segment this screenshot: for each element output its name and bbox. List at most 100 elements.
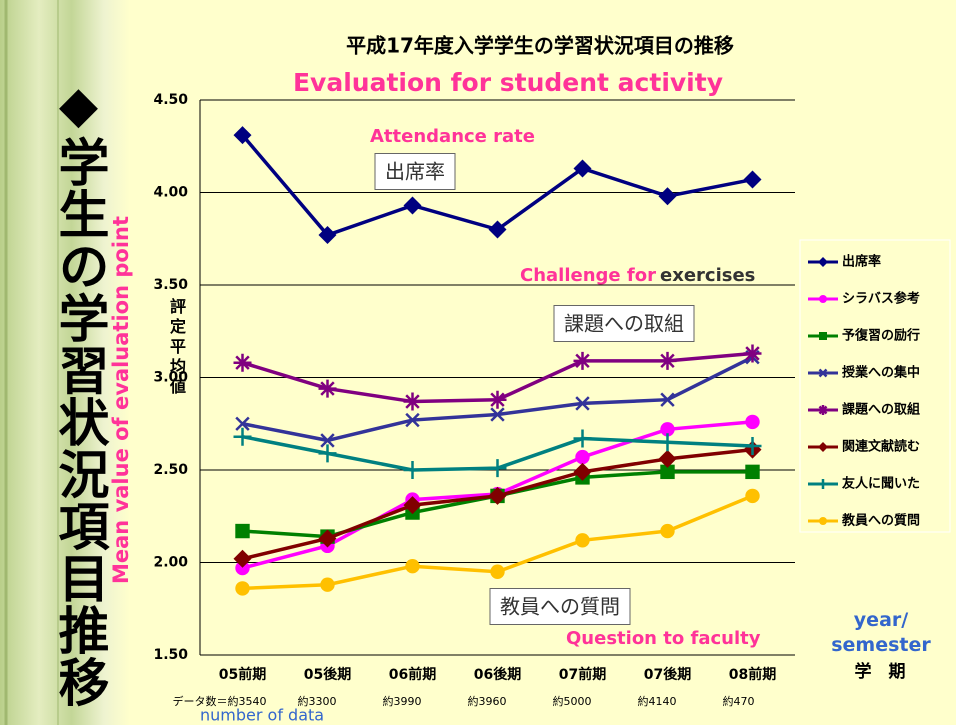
series	[235, 488, 760, 596]
marker	[818, 479, 828, 489]
annotation: 課題への取組	[564, 312, 684, 336]
marker	[575, 533, 590, 548]
y-tick-label: 2.50	[153, 462, 188, 478]
marker	[658, 187, 677, 206]
x-tick-label: 07後期	[644, 666, 691, 683]
marker	[743, 344, 762, 363]
marker	[658, 433, 677, 452]
x-tick-label: 06後期	[474, 666, 521, 683]
legend-label: 関連文献読む	[842, 439, 920, 455]
marker	[488, 459, 507, 478]
data-count: 約470	[723, 694, 755, 708]
legend-label: 課題への取組	[842, 402, 920, 418]
marker	[573, 159, 592, 178]
marker	[233, 353, 252, 372]
annotation-box	[553, 305, 695, 342]
x-tick-label: 05前期	[219, 666, 266, 683]
marker	[233, 427, 252, 446]
marker	[573, 462, 592, 481]
y-tick-label: 2.00	[153, 555, 188, 571]
marker	[320, 433, 335, 448]
marker	[403, 196, 422, 215]
y-tick-label: 3.00	[153, 370, 188, 386]
annotation: Attendance rate	[370, 126, 535, 147]
series	[233, 344, 762, 411]
marker	[658, 351, 677, 370]
annotation: 教員への質問	[500, 595, 620, 619]
side-title: ◆学生の学習状況項目推移	[49, 76, 108, 708]
legend-label: 教員への質問	[841, 513, 920, 529]
marker	[405, 412, 420, 428]
legend-item: 教員への質問	[808, 513, 920, 529]
x-label-en: year/ semester	[831, 609, 931, 656]
data-count: データ数＝約3540	[173, 694, 267, 708]
x-tick-label: 06前期	[389, 666, 436, 683]
chart-title: 平成17年度入学学生の学習状況項目の推移	[346, 34, 734, 58]
marker	[818, 442, 828, 452]
marker	[490, 564, 505, 579]
marker	[318, 379, 337, 398]
data-count: 約5000	[553, 694, 592, 708]
marker	[318, 226, 337, 245]
chart-subtitle: Evaluation for student activity	[293, 68, 723, 97]
marker	[745, 464, 760, 480]
annotation-box	[489, 588, 631, 625]
marker	[235, 581, 250, 596]
series	[233, 427, 762, 479]
legend-item: シラバス参考	[808, 291, 920, 307]
legend-item: 関連文献読む	[808, 439, 920, 455]
annotation: Challenge for	[520, 265, 656, 286]
marker	[235, 416, 250, 431]
legend-label: シラバス参考	[842, 291, 920, 307]
side-label: Mean value of evaluation point	[109, 216, 133, 584]
marker	[818, 405, 828, 415]
marker	[743, 436, 762, 455]
marker	[488, 220, 507, 239]
y-tick-label: 4.00	[153, 185, 188, 201]
legend-item: 課題への取組	[808, 402, 920, 418]
marker	[573, 351, 592, 370]
legend-item: 授業への集中	[808, 365, 920, 381]
marker	[658, 449, 677, 468]
series	[235, 349, 760, 448]
marker	[745, 414, 760, 430]
annotation-box	[374, 153, 456, 190]
marker	[819, 517, 827, 525]
marker	[403, 461, 422, 479]
marker	[743, 170, 762, 189]
marker	[318, 529, 337, 548]
marker	[819, 332, 827, 340]
x-tick-label: 07前期	[559, 666, 606, 683]
marker	[818, 368, 828, 378]
data-count: 約3990	[383, 694, 422, 708]
marker	[235, 523, 250, 539]
marker	[573, 429, 592, 448]
data-count-label: number of data	[200, 706, 324, 725]
x-tick-label: 05後期	[304, 666, 351, 683]
y-tick-label: 4.50	[153, 92, 188, 108]
marker	[488, 390, 507, 409]
marker	[403, 496, 422, 515]
data-count: 約4140	[638, 694, 677, 708]
marker	[819, 295, 827, 303]
x-label: 学 期	[855, 661, 906, 682]
marker	[403, 392, 422, 411]
series	[233, 126, 762, 245]
legend-item: 出席率	[808, 254, 881, 270]
marker	[660, 422, 675, 437]
annotation: Question to faculty	[566, 628, 761, 649]
data-count: 約3960	[468, 694, 507, 708]
series-line	[241, 134, 753, 238]
marker	[320, 577, 335, 592]
marker	[235, 560, 250, 576]
x-tick-label: 08前期	[729, 666, 776, 683]
marker	[660, 464, 675, 480]
marker	[660, 392, 675, 407]
legend-label: 友人に聞いた	[842, 476, 920, 492]
marker	[233, 126, 252, 145]
legend-label: 出席率	[842, 254, 881, 270]
y-tick-label: 3.50	[153, 277, 188, 293]
legend-label: 予復習の励行	[842, 328, 920, 344]
marker	[318, 444, 337, 463]
